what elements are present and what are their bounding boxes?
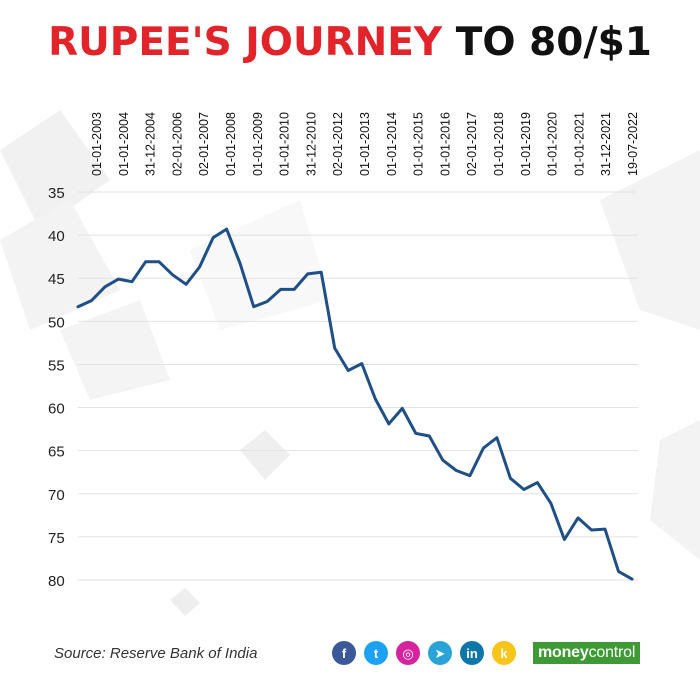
social-icons: f t ◎ ➤ in k	[332, 641, 516, 665]
x-tick-label: 01-01-2016	[438, 112, 452, 176]
x-tick-label: 01-01-2008	[224, 112, 238, 176]
y-axis-ticks: 35 40 45 50 55 60 65 70 75 80	[48, 185, 65, 590]
y-tick-label: 45	[48, 271, 65, 288]
y-tick-label: 60	[48, 401, 65, 418]
x-tick-label: 31-12-2010	[304, 112, 318, 176]
x-tick-label: 01-01-2021	[572, 112, 586, 176]
title-part-red: RUPEE'S JOURNEY	[48, 20, 443, 65]
y-tick-label: 55	[48, 357, 65, 374]
title-part-black: TO 80/$1	[455, 20, 652, 65]
x-tick-label: 01-01-2014	[385, 112, 399, 176]
x-tick-label: 02-01-2017	[465, 112, 479, 176]
x-tick-label: 01-01-2013	[358, 112, 372, 176]
moneycontrol-logo: money control	[533, 642, 641, 664]
x-tick-label: 01-01-2003	[90, 112, 104, 176]
x-tick-label: 01-01-2009	[251, 112, 265, 176]
y-tick-label: 35	[48, 185, 65, 202]
series-line	[76, 227, 634, 581]
x-axis-ticks: 01-01-2003 01-01-2004 31-12-2004 02-01-2006…	[90, 112, 640, 176]
logo-text-money: money	[538, 644, 589, 661]
logo-text-control: control	[588, 644, 636, 661]
x-tick-label: 01-01-2020	[546, 112, 560, 176]
x-tick-label: 02-01-2007	[197, 112, 211, 176]
x-tick-label: 01-01-2015	[412, 112, 426, 176]
x-tick-label: 01-01-2018	[492, 112, 506, 176]
y-tick-label: 80	[48, 573, 65, 590]
y-tick-label: 50	[48, 314, 65, 331]
x-tick-label: 19-07-2022	[626, 112, 640, 176]
y-tick-label: 70	[48, 487, 65, 504]
facebook-icon[interactable]: f	[332, 641, 356, 665]
koo-icon[interactable]: k	[492, 641, 516, 665]
series-layer	[76, 227, 634, 581]
x-tick-label: 31-12-2021	[599, 112, 613, 176]
page-title: RUPEE'S JOURNEY TO 80/$1	[0, 20, 700, 65]
x-tick-label: 31-12-2004	[144, 112, 158, 176]
x-tick-label: 02-01-2006	[170, 112, 184, 176]
source-note: Source: Reserve Bank of India	[54, 645, 258, 662]
x-tick-label: 02-01-2012	[331, 112, 345, 176]
x-tick-label: 01-01-2019	[519, 112, 533, 176]
y-tick-label: 75	[48, 530, 65, 547]
x-tick-label: 01-01-2010	[278, 112, 292, 176]
y-tick-label: 40	[48, 228, 65, 245]
grid-lines	[78, 191, 638, 581]
instagram-icon[interactable]: ◎	[396, 641, 420, 665]
twitter-icon[interactable]: t	[364, 641, 388, 665]
x-tick-label: 01-01-2004	[117, 112, 131, 176]
linkedin-icon[interactable]: in	[460, 641, 484, 665]
y-tick-label: 65	[48, 444, 65, 461]
telegram-icon[interactable]: ➤	[428, 641, 452, 665]
